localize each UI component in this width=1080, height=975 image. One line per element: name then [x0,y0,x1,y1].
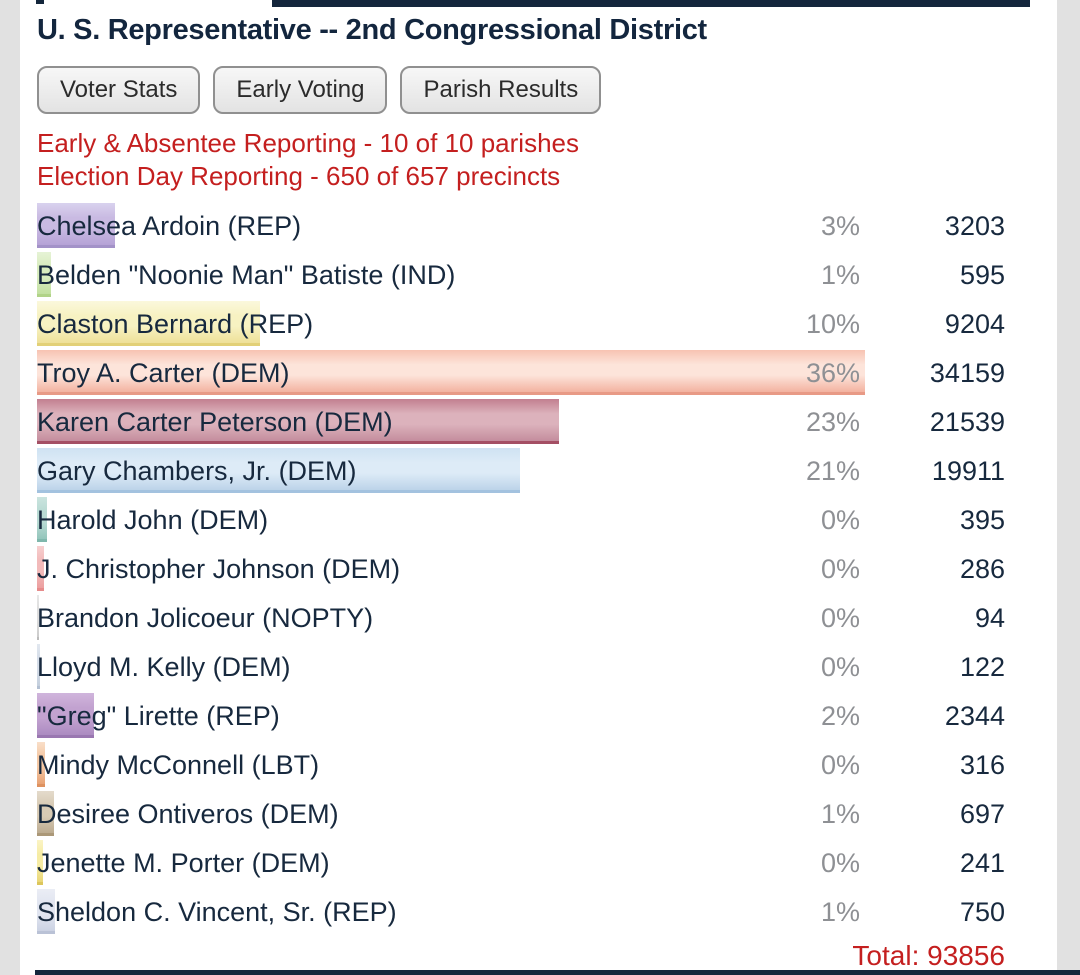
candidate-name: Brandon Jolicoeur (NOPTY) [37,603,374,633]
bottom-navy-bar [35,970,1080,975]
total-votes: Total: 93856 [852,940,1005,971]
candidate-votes: 122 [959,652,1005,682]
candidate-votes: 19911 [931,456,1005,486]
results-table: Chelsea Ardoin (REP) 3% 3203 Belden "Noo… [37,202,1005,937]
candidate-percent: 2% [820,701,860,731]
candidate-votes: 3203 [944,211,1005,241]
candidate-name: Chelsea Ardoin (REP) [37,211,302,241]
candidate-name: Lloyd M. Kelly (DEM) [37,652,291,682]
candidate-votes: 34159 [929,358,1005,388]
candidate-name: Karen Carter Peterson (DEM) [37,407,393,437]
candidate-name: Troy A. Carter (DEM) [37,358,290,388]
candidate-votes: 241 [959,848,1005,878]
candidate-row: Harold John (DEM) 0% 395 [37,496,1005,545]
candidate-percent: 0% [820,750,860,780]
candidate-percent: 0% [820,848,860,878]
candidate-votes: 750 [959,897,1005,927]
candidate-name: Desiree Ontiveros (DEM) [37,799,339,829]
candidate-row: "Greg" Lirette (REP) 2% 2344 [37,692,1005,741]
candidate-percent: 1% [820,260,860,290]
candidate-votes: 395 [959,505,1005,535]
candidate-votes: 2344 [944,701,1005,731]
candidate-percent: 1% [820,897,860,927]
page-title: U. S. Representative -- 2nd Congressiona… [37,14,707,46]
candidate-percent: 36% [805,358,860,388]
early-absentee-reporting-line: Early & Absentee Reporting - 10 of 10 pa… [37,128,579,158]
top-left-tick [36,0,44,4]
candidate-name: Jenette M. Porter (DEM) [37,848,330,878]
candidate-name: Harold John (DEM) [37,505,269,535]
candidate-row: Karen Carter Peterson (DEM) 23% 21539 [37,398,1005,447]
candidate-row: Brandon Jolicoeur (NOPTY) 0% 94 [37,594,1005,643]
candidate-name: J. Christopher Johnson (DEM) [37,554,401,584]
candidate-name: Sheldon C. Vincent, Sr. (REP) [37,897,397,927]
result-bar [37,595,39,640]
candidate-name: Belden "Noonie Man" Batiste (IND) [37,260,456,290]
candidate-percent: 0% [820,505,860,535]
candidate-row: Belden "Noonie Man" Batiste (IND) 1% 595 [37,251,1005,300]
candidate-votes: 595 [959,260,1005,290]
top-navy-bar [272,0,1030,7]
result-bar [37,497,47,542]
election-day-reporting-line: Election Day Reporting - 650 of 657 prec… [37,161,561,191]
candidate-percent: 0% [820,603,860,633]
candidate-name: Mindy McConnell (LBT) [37,750,320,780]
candidate-percent: 21% [805,456,860,486]
candidate-row: J. Christopher Johnson (DEM) 0% 286 [37,545,1005,594]
result-bar [37,448,520,493]
candidate-row: Troy A. Carter (DEM) 36% 34159 [37,349,1005,398]
result-bar [37,301,260,346]
result-bar [37,889,55,934]
toolbar: Voter Stats Early Voting Parish Results [37,66,1057,114]
result-bar [37,791,54,836]
result-bar [37,546,44,591]
candidate-row: Chelsea Ardoin (REP) 3% 3203 [37,202,1005,251]
candidate-name: Gary Chambers, Jr. (DEM) [37,456,357,486]
result-bar [37,840,43,885]
results-panel: U. S. Representative -- 2nd Congressiona… [20,0,1057,975]
result-bar [37,693,94,738]
candidate-percent: 0% [820,652,860,682]
candidate-name: "Greg" Lirette (REP) [37,701,280,731]
result-bar [37,742,45,787]
candidate-row: Claston Bernard (REP) 10% 9204 [37,300,1005,349]
candidate-votes: 286 [959,554,1005,584]
voter-stats-button[interactable]: Voter Stats [37,66,201,114]
candidate-row: Gary Chambers, Jr. (DEM) 21% 19911 [37,447,1005,496]
early-voting-button[interactable]: Early Voting [213,66,388,114]
candidate-row: Mindy McConnell (LBT) 0% 316 [37,741,1005,790]
candidate-percent: 10% [805,309,860,339]
result-bar [37,203,115,248]
candidate-votes: 21539 [929,407,1005,437]
candidate-percent: 3% [820,211,860,241]
candidate-votes: 316 [959,750,1005,780]
candidate-percent: 23% [805,407,860,437]
right-gutter [1057,0,1080,975]
reporting-status: Early & Absentee Reporting - 10 of 10 pa… [37,127,1057,193]
candidate-row: Sheldon C. Vincent, Sr. (REP) 1% 750 [37,888,1005,937]
candidate-votes: 697 [959,799,1005,829]
candidate-votes: 94 [974,603,1005,633]
candidate-row: Jenette M. Porter (DEM) 0% 241 [37,839,1005,888]
left-gutter [0,0,20,975]
candidate-votes: 9204 [944,309,1005,339]
candidate-percent: 1% [820,799,860,829]
parish-results-button[interactable]: Parish Results [400,66,602,114]
candidate-row: Desiree Ontiveros (DEM) 1% 697 [37,790,1005,839]
result-bar [37,399,559,444]
candidate-row: Lloyd M. Kelly (DEM) 0% 122 [37,643,1005,692]
result-bar [37,252,51,297]
result-bar [37,644,40,689]
result-bar [37,350,865,395]
candidate-percent: 0% [820,554,860,584]
candidate-name: Claston Bernard (REP) [37,309,314,339]
